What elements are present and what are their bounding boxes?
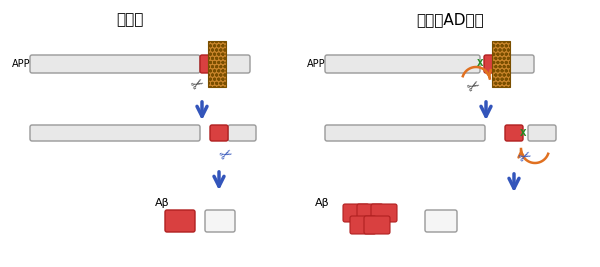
Bar [208,41,226,87]
Text: APP: APP [12,59,31,69]
Text: X: X [520,128,526,138]
FancyBboxPatch shape [30,55,200,73]
FancyBboxPatch shape [350,216,376,234]
Text: ✂: ✂ [189,75,207,95]
Text: Aβ: Aβ [155,198,170,208]
FancyBboxPatch shape [205,210,235,232]
FancyBboxPatch shape [364,216,390,234]
FancyBboxPatch shape [228,125,256,141]
FancyBboxPatch shape [528,125,556,141]
FancyBboxPatch shape [505,125,523,141]
FancyBboxPatch shape [343,204,369,222]
FancyBboxPatch shape [484,55,502,73]
FancyBboxPatch shape [325,125,485,141]
FancyBboxPatch shape [357,204,383,222]
FancyBboxPatch shape [325,55,480,73]
Text: Aβ: Aβ [315,198,329,208]
Text: APP: APP [307,59,326,69]
Text: ✂: ✂ [465,77,483,97]
Bar [492,41,510,87]
FancyBboxPatch shape [371,204,397,222]
Text: 健常者: 健常者 [116,12,143,27]
FancyBboxPatch shape [200,55,218,73]
FancyBboxPatch shape [165,210,195,232]
FancyBboxPatch shape [210,125,228,141]
FancyBboxPatch shape [502,55,534,73]
Text: ✂: ✂ [516,147,534,167]
Text: X: X [477,60,483,69]
FancyBboxPatch shape [425,210,457,232]
Text: ✂: ✂ [217,146,235,164]
FancyBboxPatch shape [218,55,250,73]
FancyBboxPatch shape [30,125,200,141]
Text: 家族性AD患者: 家族性AD患者 [416,12,484,27]
